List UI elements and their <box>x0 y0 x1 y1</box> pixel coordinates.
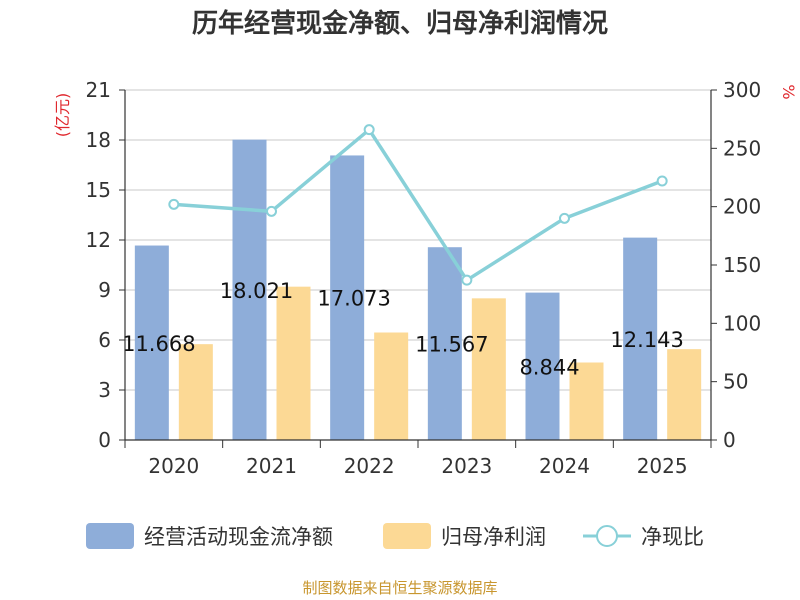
bars <box>134 139 702 440</box>
right-tick-label: 0 <box>723 428 736 452</box>
ratio-point <box>461 274 473 286</box>
legend-swatch-net-profit <box>383 523 431 549</box>
bar-net-profit <box>667 349 702 440</box>
data-label-cash-flow: 12.143 <box>610 328 683 352</box>
source-note: 制图数据来自恒生聚源数据库 <box>302 579 497 597</box>
bar-net-profit <box>276 286 311 440</box>
x-tick-label: 2020 <box>148 454 199 478</box>
left-tick-label: 15 <box>86 178 111 202</box>
gridlines <box>125 89 711 391</box>
legend-marker-ratio <box>596 525 618 547</box>
bar-net-profit <box>569 362 604 440</box>
x-tick-label: 2024 <box>539 454 590 478</box>
bar-net-profit <box>178 344 213 440</box>
x-tick-label: 2023 <box>441 454 492 478</box>
ratio-point <box>559 212 570 224</box>
legend-swatch-cash-flow <box>86 523 134 549</box>
left-tick-label: 18 <box>86 128 111 152</box>
right-tick-label: 150 <box>723 253 761 277</box>
chart-title: 历年经营现金净额、归母净利润情况 <box>192 8 608 39</box>
left-tick-label: 3 <box>98 378 111 402</box>
bar-cash-flow <box>134 245 169 440</box>
left-tick-label: 12 <box>86 228 111 252</box>
bar-net-profit <box>374 332 409 440</box>
data-label-cash-flow: 17.073 <box>317 287 390 311</box>
legend: 经营活动现金流净额 归母净利润 净现比 <box>86 523 704 549</box>
data-label-cash-flow: 11.567 <box>415 333 488 357</box>
right-tick-label: 50 <box>723 370 748 394</box>
left-tick-label: 0 <box>98 428 111 452</box>
legend-label-net-profit: 归母净利润 <box>441 525 546 549</box>
bar-net-profit <box>471 298 506 440</box>
right-tick-label: 200 <box>723 195 761 219</box>
axes: 0 3 6 9 12 15 18 21 0 50 100 150 200 250 300 2020 2021 20… <box>86 78 762 478</box>
data-labels: 11.668 18.021 17.073 11.567 8.844 12.143 <box>122 279 684 379</box>
left-tick-label: 21 <box>86 78 111 102</box>
ratio-point <box>656 175 668 187</box>
bar-cash-flow <box>330 155 365 440</box>
ratio-point <box>168 198 180 210</box>
data-label-cash-flow: 18.021 <box>220 279 293 303</box>
data-label-cash-flow: 8.844 <box>519 355 579 379</box>
bar-cash-flow <box>232 139 267 440</box>
bar-cash-flow <box>623 237 658 440</box>
right-tick-label: 100 <box>723 311 761 335</box>
ratio-line <box>168 124 668 286</box>
ratio-point <box>266 205 277 217</box>
bar-cash-flow <box>427 247 462 440</box>
left-axis-unit: (亿元) <box>53 93 72 138</box>
right-axis-unit: % <box>779 84 798 99</box>
right-tick-label: 250 <box>723 136 761 160</box>
legend-label-cash-flow: 经营活动现金流净额 <box>144 525 333 549</box>
ratio-line-path <box>173 127 663 282</box>
ratio-point <box>363 124 375 136</box>
right-tick-label: 300 <box>723 78 761 102</box>
bar-cash-flow <box>525 292 560 440</box>
x-tick-label: 2022 <box>344 454 395 478</box>
left-tick-label: 6 <box>98 328 111 352</box>
legend-label-ratio: 净现比 <box>641 525 704 549</box>
data-label-cash-flow: 11.668 <box>122 332 195 356</box>
x-tick-label: 2021 <box>246 454 297 478</box>
left-tick-label: 9 <box>98 278 111 302</box>
x-tick-label: 2025 <box>637 454 688 478</box>
